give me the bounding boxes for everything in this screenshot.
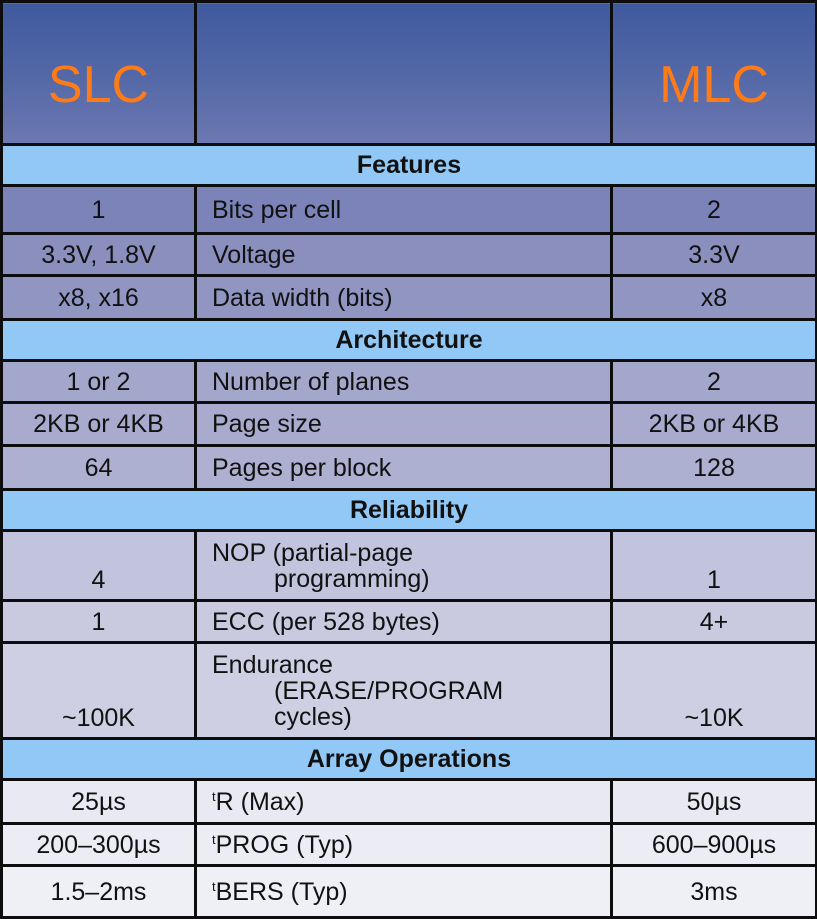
- label-superscript: t: [212, 831, 216, 847]
- table-row: 1.5–2ms tBERS (Typ) 3ms: [0, 864, 817, 919]
- slc-value: 3.3V, 1.8V: [0, 232, 197, 277]
- mlc-value: 2: [610, 359, 817, 404]
- row-label: Data width (bits): [194, 274, 613, 321]
- mlc-value: 600–900µs: [610, 822, 817, 867]
- row-label: Number of planes: [194, 359, 613, 404]
- slc-value: 25µs: [0, 778, 197, 825]
- table-row: 64 Pages per block 128: [0, 444, 817, 491]
- section-array-operations: Array Operations: [0, 737, 817, 781]
- header-row: SLC MLC: [0, 0, 817, 146]
- slc-value: 64: [0, 444, 197, 491]
- section-features: Features: [0, 143, 817, 187]
- mlc-value: 3ms: [610, 864, 817, 919]
- row-label-text: PROG (Typ): [215, 830, 354, 859]
- mlc-value: 4+: [610, 599, 817, 644]
- mlc-value: 1: [610, 529, 817, 602]
- section-architecture: Architecture: [0, 318, 817, 362]
- label-superscript: t: [212, 878, 216, 894]
- mlc-value: x8: [610, 274, 817, 321]
- table-row: ~100K Endurance (ERASE/PROGRAM cycles) ~…: [0, 641, 817, 740]
- table-row: 200–300µs tPROG (Typ) 600–900µs: [0, 822, 817, 867]
- table-row: x8, x16 Data width (bits) x8: [0, 274, 817, 321]
- slc-value: 4: [0, 529, 197, 602]
- slc-value: 1 or 2: [0, 359, 197, 404]
- row-label: Endurance (ERASE/PROGRAM cycles): [194, 641, 613, 740]
- slc-value: x8, x16: [0, 274, 197, 321]
- table-row: 25µs tR (Max) 50µs: [0, 778, 817, 825]
- mlc-value: 50µs: [610, 778, 817, 825]
- section-row: Architecture: [0, 318, 817, 362]
- row-label-line: cycles): [274, 702, 352, 731]
- mlc-value: 2: [610, 184, 817, 235]
- row-label: tPROG (Typ): [194, 822, 613, 867]
- label-superscript: t: [212, 788, 216, 804]
- slc-value: 1.5–2ms: [0, 864, 197, 919]
- row-label-line: NOP (partial-page: [212, 538, 414, 567]
- table-row: 1 or 2 Number of planes 2: [0, 359, 817, 404]
- row-label: Pages per block: [194, 444, 613, 491]
- slc-value: ~100K: [0, 641, 197, 740]
- table-row: 1 Bits per cell 2: [0, 184, 817, 235]
- slc-value: 1: [0, 184, 197, 235]
- section-reliability: Reliability: [0, 488, 817, 532]
- row-label-line: Endurance: [212, 650, 333, 679]
- row-label: tBERS (Typ): [194, 864, 613, 919]
- row-label: Bits per cell: [194, 184, 613, 235]
- slc-value: 1: [0, 599, 197, 644]
- mlc-header: MLC: [610, 0, 817, 146]
- row-label: NOP (partial-page programming): [194, 529, 613, 602]
- row-label-line: programming): [274, 564, 430, 593]
- row-label-text: BERS (Typ): [215, 877, 348, 906]
- mlc-value: 3.3V: [610, 232, 817, 277]
- row-label-line: (ERASE/PROGRAM: [274, 676, 504, 705]
- mlc-value: 2KB or 4KB: [610, 401, 817, 447]
- section-row: Features: [0, 143, 817, 187]
- slc-header: SLC: [0, 0, 197, 146]
- slc-value: 2KB or 4KB: [0, 401, 197, 447]
- row-label: Page size: [194, 401, 613, 447]
- row-label-text: R (Max): [215, 787, 305, 816]
- middle-header: [194, 0, 613, 146]
- table-row: 4 NOP (partial-page programming) 1: [0, 529, 817, 602]
- section-row: Array Operations: [0, 737, 817, 781]
- row-label: Voltage: [194, 232, 613, 277]
- slc-value: 200–300µs: [0, 822, 197, 867]
- row-label: tR (Max): [194, 778, 613, 825]
- table-row: 1 ECC (per 528 bytes) 4+: [0, 599, 817, 644]
- row-label: ECC (per 528 bytes): [194, 599, 613, 644]
- table-row: 2KB or 4KB Page size 2KB or 4KB: [0, 401, 817, 447]
- mlc-value: ~10K: [610, 641, 817, 740]
- section-row: Reliability: [0, 488, 817, 532]
- table-row: 3.3V, 1.8V Voltage 3.3V: [0, 232, 817, 277]
- mlc-value: 128: [610, 444, 817, 491]
